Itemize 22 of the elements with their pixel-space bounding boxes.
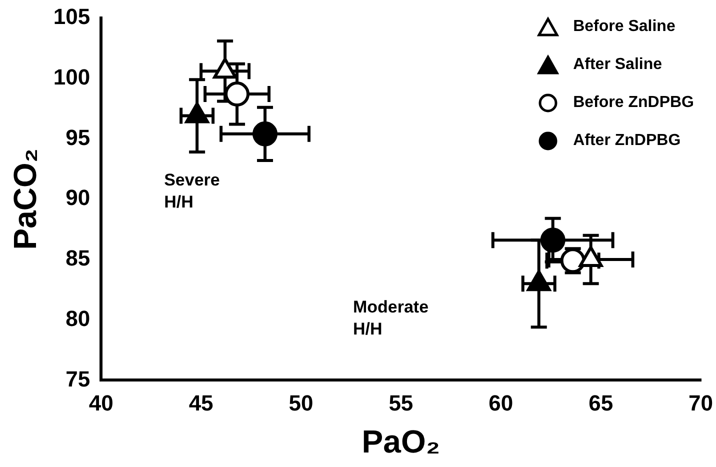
legend-label: After Saline	[573, 56, 662, 74]
y-axis-title: PaCO₂	[7, 148, 44, 250]
legend-label: Before Saline	[573, 18, 676, 36]
y-tick-label: 100	[53, 64, 90, 90]
x-tick-label: 50	[288, 390, 314, 416]
legend-label: Before ZnDPBG	[573, 94, 694, 112]
x-tick-label: 40	[88, 390, 114, 416]
x-tick-label: 60	[488, 390, 514, 416]
y-tick-label: 105	[53, 4, 90, 30]
y-tick-label: 85	[66, 246, 90, 271]
y-tick-label: 90	[66, 185, 90, 210]
x-tick-label: 55	[388, 390, 414, 416]
legend-label: After ZnDPBG	[573, 132, 681, 150]
x-tick-label: 70	[688, 390, 714, 416]
y-tick-label: 75	[66, 366, 90, 392]
x-tick-label: 65	[588, 390, 614, 416]
annotation: Severe H/H	[164, 170, 220, 212]
y-tick-label: 95	[66, 124, 90, 150]
x-tick-label: 45	[188, 390, 214, 416]
x-axis-title: PaO₂	[362, 424, 440, 460]
y-tick-label: 80	[66, 306, 90, 331]
annotation: Moderate H/H	[352, 297, 429, 338]
